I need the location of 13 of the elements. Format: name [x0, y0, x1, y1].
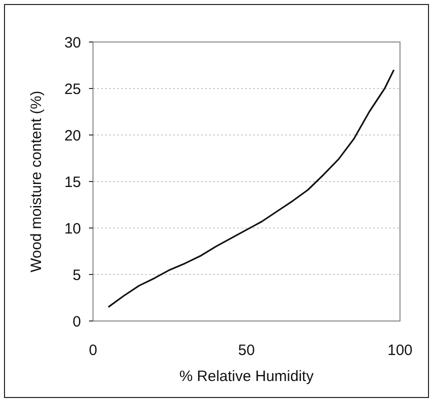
y-tick-label: 5 — [72, 266, 81, 284]
x-tick-label: 50 — [238, 342, 255, 359]
x-axis-title: % Relative Humidity — [179, 368, 314, 385]
line-series — [108, 69, 395, 308]
y-tick-label: 30 — [64, 34, 81, 52]
x-tick-label: 0 — [88, 342, 98, 359]
y-tick-label: 0 — [72, 313, 81, 330]
y-tick-label: 25 — [64, 80, 81, 98]
y-tick-label: 10 — [64, 220, 81, 238]
x-tick-label: 100 — [387, 342, 413, 359]
y-axis-title: Wood moisture content (%) — [28, 90, 45, 272]
y-tick-label: 20 — [64, 127, 81, 144]
y-tick-label: 15 — [64, 174, 81, 191]
